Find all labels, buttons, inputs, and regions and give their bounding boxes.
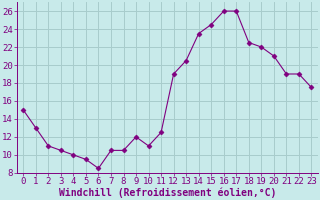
X-axis label: Windchill (Refroidissement éolien,°C): Windchill (Refroidissement éolien,°C) — [59, 187, 276, 198]
